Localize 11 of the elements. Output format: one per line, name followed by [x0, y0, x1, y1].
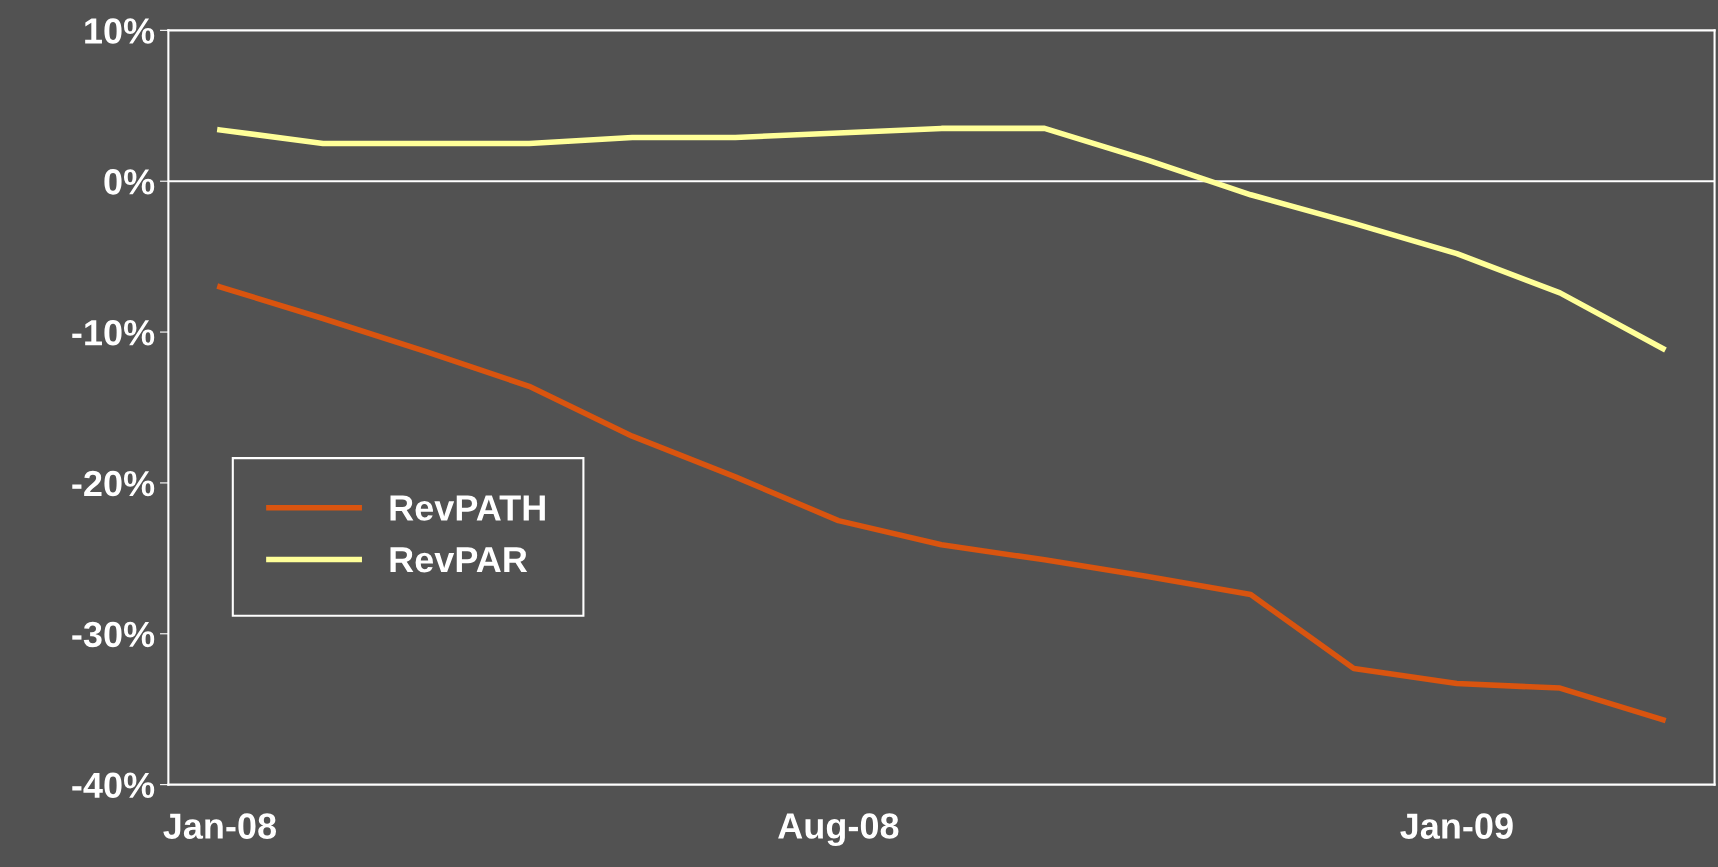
y-tick-label: -40%: [72, 772, 155, 799]
y-tick-label: -20%: [72, 470, 155, 497]
x-tick-label: Aug-08: [778, 813, 899, 847]
y-tick-label: 0%: [104, 169, 155, 195]
y-tick-label: -10%: [72, 319, 155, 346]
legend-label: RevPATH: [390, 495, 545, 521]
x-tick-label: Jan-08: [163, 813, 277, 839]
y-tick-label: -30%: [72, 621, 155, 648]
legend-label: RevPAR: [390, 547, 528, 573]
x-tick-label: Jan-09: [1400, 813, 1513, 839]
y-tick-label: 10%: [85, 18, 155, 44]
